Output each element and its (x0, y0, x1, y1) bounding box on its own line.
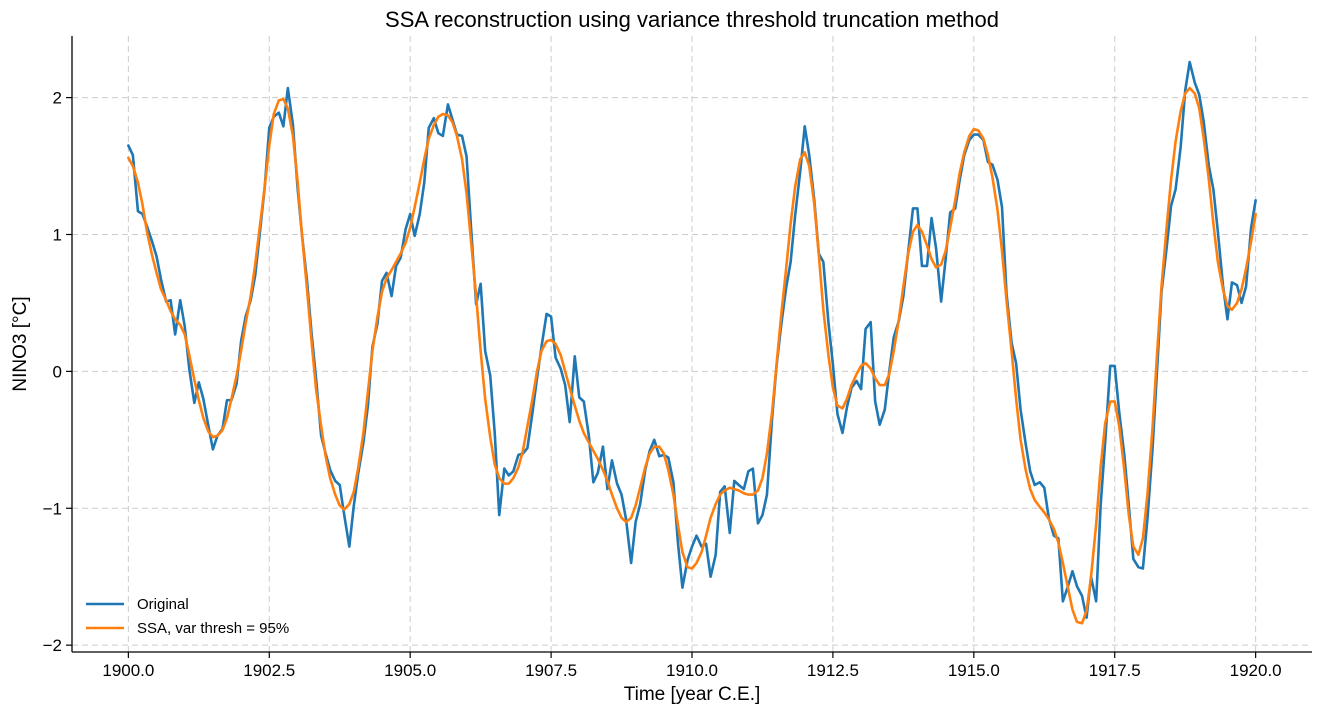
y-tick-label: −2 (43, 636, 62, 655)
legend-label-original: Original (137, 596, 189, 613)
x-tick-label: 1905.0 (384, 661, 436, 680)
y-tick-label: 2 (53, 89, 62, 108)
x-tick-label: 1920.0 (1230, 661, 1282, 680)
chart-title: SSA reconstruction using variance thresh… (385, 7, 999, 32)
legend-label-ssa: SSA, var thresh = 95% (137, 620, 289, 637)
x-tick-label: 1915.0 (948, 661, 1000, 680)
y-tick-label: −1 (43, 499, 62, 518)
y-ticks: −2 −1 0 1 2 (43, 89, 72, 655)
y-tick-label: 1 (53, 225, 62, 244)
x-tick-label: 1900.0 (102, 661, 154, 680)
x-tick-label: 1902.5 (243, 661, 295, 680)
x-ticks: 1900.0 1902.5 1905.0 1907.5 1910.0 1912.5 1915… (102, 652, 1282, 680)
legend: Original SSA, var thresh = 95% (86, 596, 289, 637)
series-line-ssa (127, 86, 1257, 625)
x-tick-label: 1912.5 (807, 661, 859, 680)
x-tick-label: 1910.0 (666, 661, 718, 680)
grid-lines (72, 36, 1312, 652)
x-axis-label: Time [year C.E.] (624, 684, 761, 705)
y-tick-label: 0 (53, 362, 62, 381)
y-axis-label: NINO3 [°C] (10, 296, 31, 391)
x-tick-label: 1917.5 (1089, 661, 1141, 680)
x-tick-label: 1907.5 (525, 661, 577, 680)
series-lines (127, 60, 1257, 625)
